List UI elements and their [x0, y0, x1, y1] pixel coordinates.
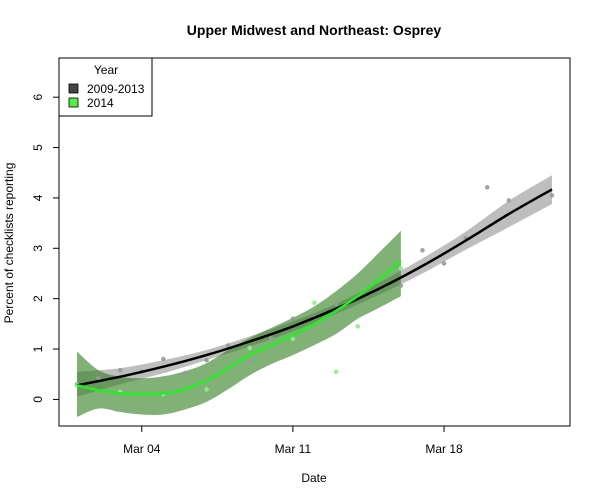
x-axis: Mar 04 Mar 11 Mar 18	[123, 426, 463, 456]
x-tick-label: Mar 18	[425, 442, 463, 456]
data-point-2014	[247, 345, 253, 351]
legend-swatch-2009-2013	[68, 83, 79, 94]
data-point-2009-2013	[506, 198, 512, 203]
data-point-2009-2013	[117, 367, 123, 373]
data-point-2009-2013	[161, 356, 166, 362]
x-tick-label: Mar 11	[275, 442, 312, 456]
data-point-2009-2013	[549, 193, 555, 198]
data-point-2014	[398, 266, 404, 271]
y-tick-label: 4	[31, 194, 45, 201]
confidence-bands	[77, 175, 552, 417]
data-point-2014	[312, 300, 317, 305]
y-axis: 0 1 2 3 4 5 6	[31, 94, 59, 403]
confidence-band-2009-2013	[77, 175, 552, 397]
data-point-2009-2013	[420, 248, 425, 253]
y-tick-label: 2	[31, 295, 45, 302]
data-point-2014	[204, 387, 209, 392]
fit-line-2009-2013	[76, 188, 553, 387]
data-point-2009-2013	[290, 316, 296, 322]
y-tick-label: 0	[31, 396, 45, 403]
plot-frame	[58, 57, 571, 427]
data-point-2009-2013	[484, 185, 490, 190]
legend-label-2009-2013: 2009-2013	[87, 82, 145, 96]
legend-title: Year	[94, 63, 118, 77]
legend-label-2014: 2014	[87, 96, 114, 110]
chart-title: Upper Midwest and Northeast: Osprey	[187, 22, 442, 38]
y-tick-label: 5	[31, 144, 45, 151]
data-point-2014	[290, 336, 296, 342]
y-tick-label: 6	[31, 94, 45, 101]
data-point-2009-2013	[441, 261, 447, 266]
confidence-band-2014	[77, 230, 401, 417]
fit-line-2014	[76, 259, 402, 396]
fit-lines	[76, 188, 553, 396]
y-tick-label: 3	[31, 245, 45, 252]
data-point-2014	[333, 369, 339, 375]
legend-swatch-2014	[68, 97, 79, 108]
data-point-2009-2013	[333, 301, 339, 307]
data-point-2009-2013	[269, 335, 274, 341]
x-tick-label: Mar 04	[123, 442, 161, 456]
y-axis-label: Percent of checklists reporting	[2, 163, 16, 324]
data-point-2009-2013	[247, 358, 253, 364]
y-tick-label: 1	[31, 345, 45, 352]
x-axis-label: Date	[301, 471, 327, 485]
data-point-2014	[355, 324, 360, 329]
data-point-2009-2013	[225, 343, 231, 348]
data-point-2009-2013	[204, 357, 209, 363]
data-point-2009-2013	[182, 370, 188, 376]
data-point-2009-2013	[96, 375, 101, 381]
data-point-2009-2013	[398, 283, 404, 288]
